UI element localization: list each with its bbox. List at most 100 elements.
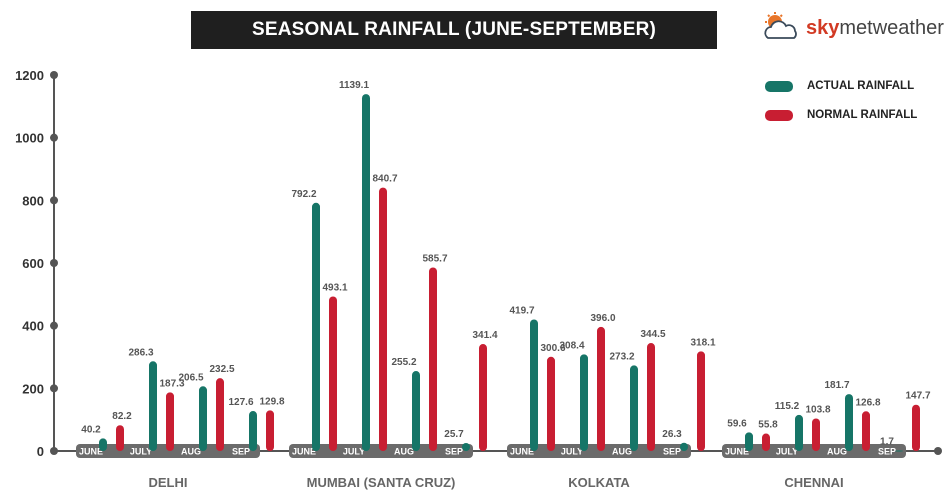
month-label: JULY xyxy=(130,447,152,457)
normal-value-label: 344.5 xyxy=(640,329,665,340)
month-label: AUG xyxy=(827,447,847,457)
normal-bar xyxy=(116,425,124,451)
actual-bar xyxy=(249,411,257,451)
month-label: JULY xyxy=(776,447,798,457)
month-label: JUNE xyxy=(510,447,534,457)
normal-value-label: 187.3 xyxy=(159,378,184,389)
actual-bar xyxy=(362,94,370,451)
month-label: JUNE xyxy=(292,447,316,457)
actual-value-label: 1139.1 xyxy=(339,80,369,91)
legend-item-normal: NORMAL RAINFALL xyxy=(765,107,917,123)
normal-value-label: 396.0 xyxy=(590,313,615,324)
actual-value-label: 273.2 xyxy=(609,351,634,362)
legend-label-normal: NORMAL RAINFALL xyxy=(807,109,918,121)
month-label: AUG xyxy=(612,447,632,457)
city-label: MUMBAI (SANTA CRUZ) xyxy=(307,475,456,490)
actual-bar xyxy=(99,438,107,451)
normal-value-label: 55.8 xyxy=(758,420,778,431)
normal-value-label: 126.8 xyxy=(855,397,880,408)
actual-value-label: 206.5 xyxy=(178,372,203,383)
normal-bar xyxy=(479,344,487,451)
normal-bar xyxy=(597,326,605,451)
brand-logo: skymetweather xyxy=(760,10,944,46)
actual-bar xyxy=(580,354,588,451)
legend-swatch-normal xyxy=(765,109,793,121)
y-tick-label: 400 xyxy=(22,319,44,334)
normal-bar xyxy=(266,410,274,451)
month-label: SEP xyxy=(878,447,896,457)
month-label: SEP xyxy=(445,447,463,457)
normal-value-label: 300.6 xyxy=(540,343,565,354)
actual-value-label: 419.7 xyxy=(509,305,534,316)
legend: ACTUAL RAINFALL NORMAL RAINFALL xyxy=(765,78,917,136)
y-tick-label: 600 xyxy=(22,256,44,271)
normal-value-label: 840.7 xyxy=(372,174,397,185)
cloud-sun-icon xyxy=(764,12,797,39)
y-tick-label: 0 xyxy=(37,444,44,459)
actual-bar xyxy=(462,442,470,451)
actual-value-label: 59.6 xyxy=(727,418,747,429)
normal-value-label: 585.7 xyxy=(422,253,447,264)
normal-bar xyxy=(647,343,655,451)
month-label: AUG xyxy=(394,447,414,457)
y-tick-label: 1000 xyxy=(15,131,44,146)
actual-bar xyxy=(412,371,420,451)
normal-bar xyxy=(912,404,920,451)
y-tick-dot xyxy=(50,321,58,330)
actual-bar xyxy=(312,202,320,451)
normal-bar xyxy=(547,356,555,451)
y-tick-dot xyxy=(50,71,58,79)
actual-value-label: 308.4 xyxy=(559,340,584,351)
normal-value-label: 82.2 xyxy=(112,411,132,422)
normal-bar xyxy=(429,267,437,451)
actual-value-label: 286.3 xyxy=(128,347,153,358)
normal-bar xyxy=(379,187,387,451)
month-label: JULY xyxy=(343,447,365,457)
y-tick-label: 800 xyxy=(22,193,44,208)
actual-bar xyxy=(795,414,803,451)
legend-label-actual: ACTUAL RAINFALL xyxy=(807,80,915,92)
city-label: KOLKATA xyxy=(568,475,630,490)
normal-value-label: 493.1 xyxy=(322,282,347,293)
y-tick-dot xyxy=(50,259,58,267)
chart-title: SEASONAL RAINFALL (JUNE-SEPTEMBER) xyxy=(191,11,717,49)
y-tick-label: 200 xyxy=(22,381,44,396)
actual-value-label: 25.7 xyxy=(444,429,464,440)
x-axis-end-dot xyxy=(934,447,942,455)
normal-value-label: 318.1 xyxy=(690,337,715,348)
month-label: JULY xyxy=(561,447,583,457)
month-label: JUNE xyxy=(725,447,749,457)
normal-value-label: 147.7 xyxy=(905,391,930,402)
actual-value-label: 255.2 xyxy=(391,357,416,368)
normal-value-label: 341.4 xyxy=(472,330,497,341)
month-label: JUNE xyxy=(79,447,103,457)
normal-bar xyxy=(862,411,870,451)
legend-item-actual: ACTUAL RAINFALL xyxy=(765,78,917,94)
month-label: SEP xyxy=(232,447,250,457)
actual-value-label: 40.2 xyxy=(81,424,101,435)
month-label: AUG xyxy=(181,447,201,457)
actual-bar xyxy=(895,450,903,452)
city-label: DELHI xyxy=(149,475,188,490)
normal-bar xyxy=(166,392,174,451)
y-tick-dot xyxy=(50,133,58,142)
normal-bar xyxy=(216,378,224,451)
normal-value-label: 129.8 xyxy=(259,396,284,407)
city-label: CHENNAI xyxy=(784,475,843,490)
actual-value-label: 1.7 xyxy=(880,436,894,447)
normal-value-label: 103.8 xyxy=(805,404,830,415)
actual-value-label: 127.6 xyxy=(228,397,253,408)
actual-value-label: 181.7 xyxy=(824,380,849,391)
y-tick-dot xyxy=(50,384,58,393)
normal-bar xyxy=(329,296,337,451)
actual-bar xyxy=(680,442,688,451)
actual-value-label: 792.2 xyxy=(291,189,316,200)
actual-bar xyxy=(845,394,853,451)
actual-bar xyxy=(530,319,538,451)
actual-bar xyxy=(745,432,753,451)
normal-value-label: 232.5 xyxy=(209,364,234,375)
normal-bar xyxy=(762,433,770,451)
y-tick-label: 1200 xyxy=(15,68,44,83)
normal-bar xyxy=(697,351,705,451)
